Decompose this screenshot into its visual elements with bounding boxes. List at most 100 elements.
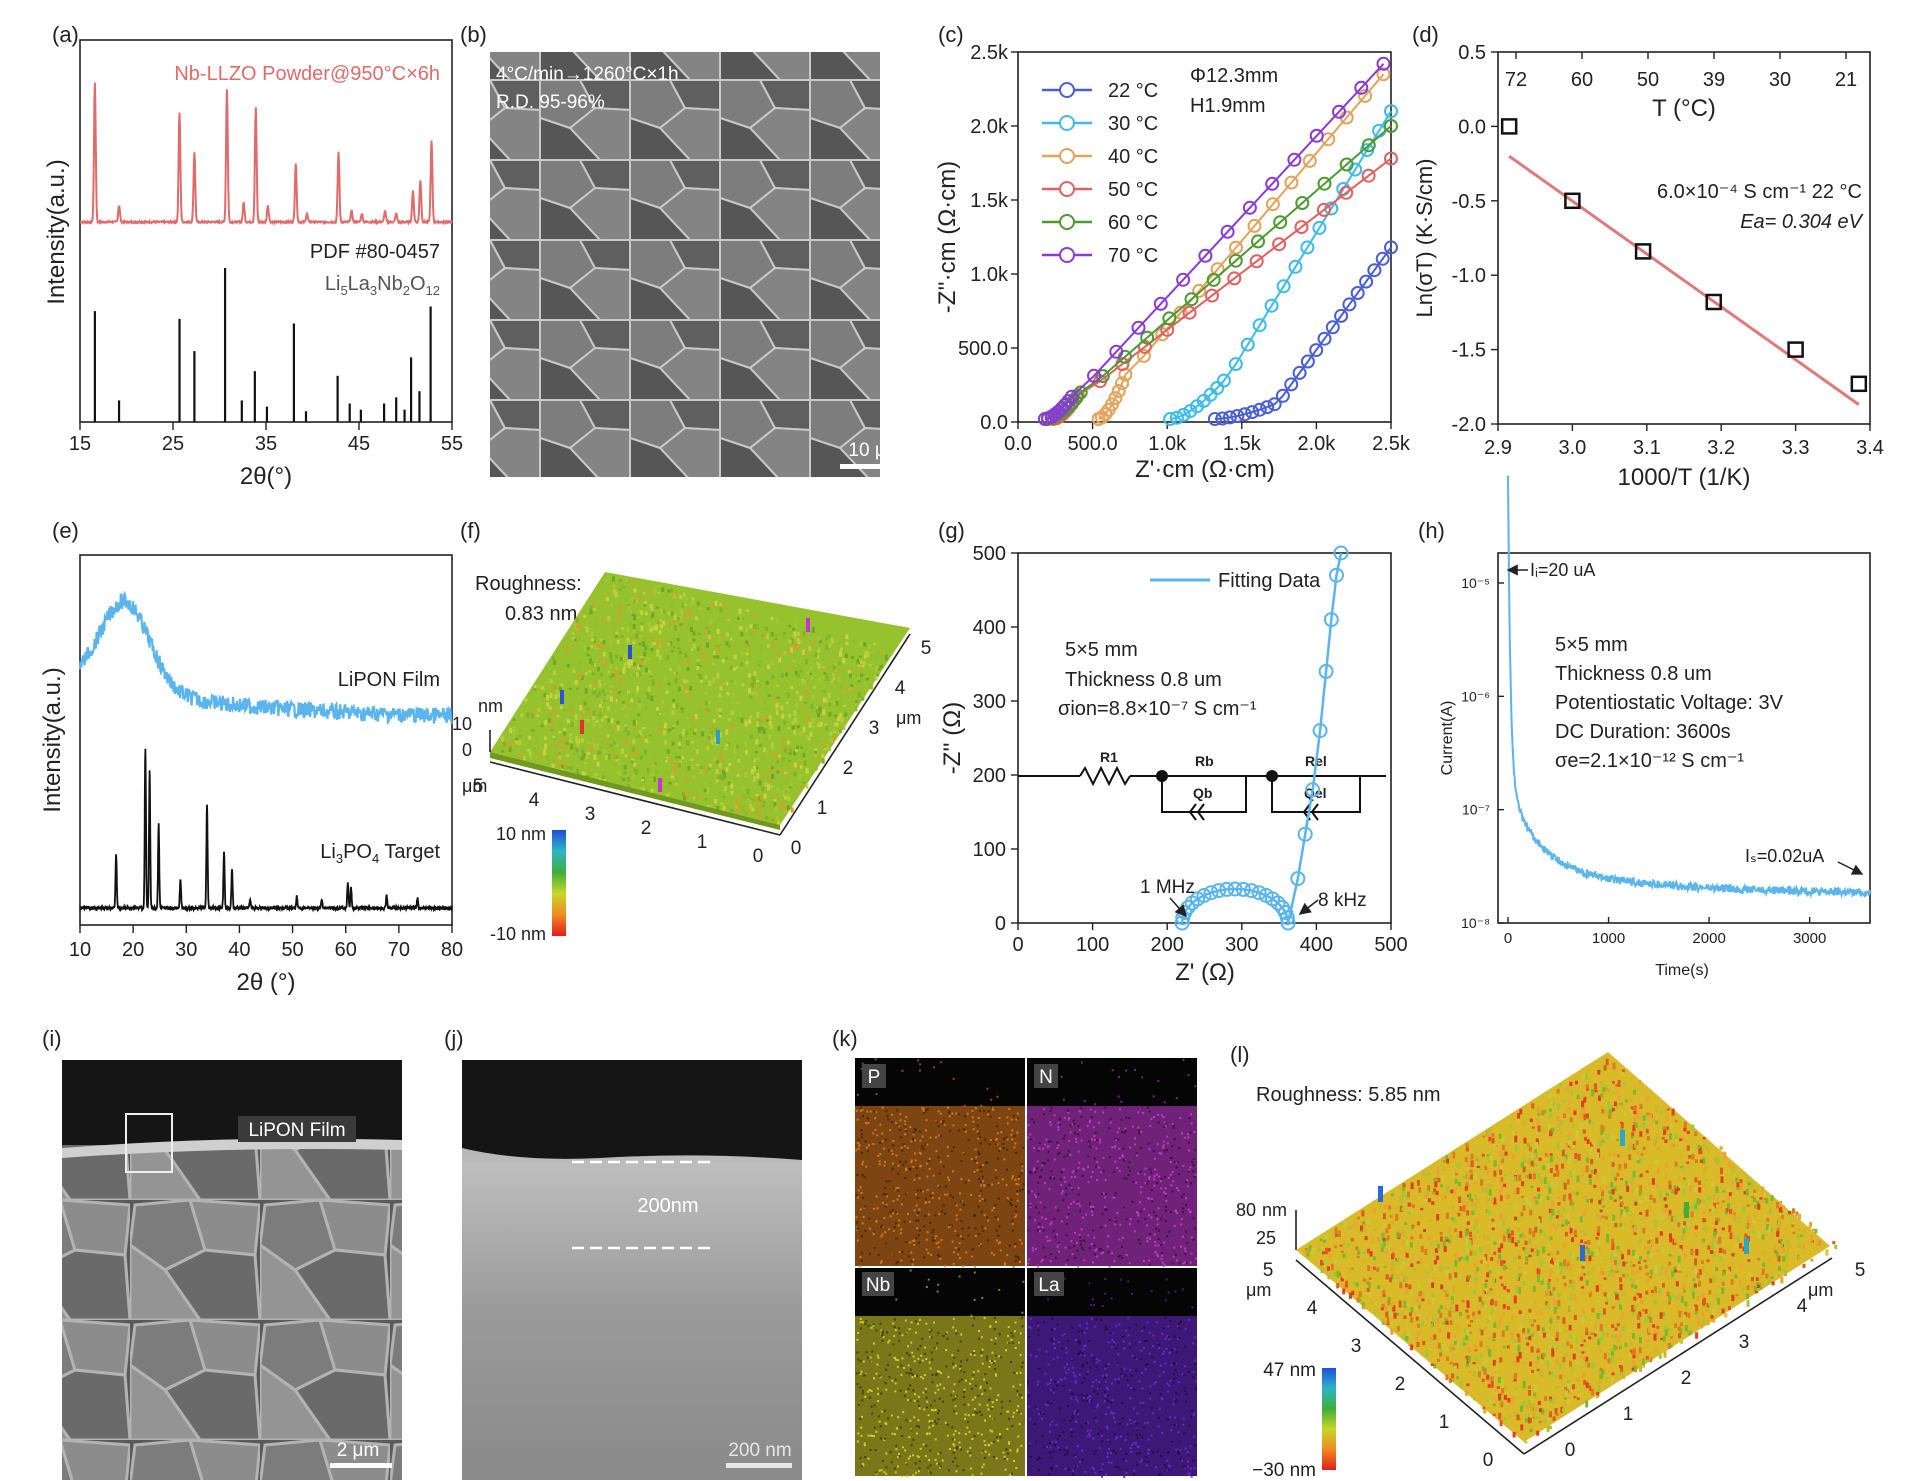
afm-pixel-l	[1459, 1206, 1463, 1211]
eds-dot	[915, 1193, 917, 1196]
afm-pixel-l	[1603, 1292, 1607, 1297]
afm-pixel-f	[771, 742, 774, 749]
eds-dot	[1044, 1372, 1047, 1375]
afm-pixel-f	[822, 690, 826, 693]
afm-pixel-l	[1746, 1222, 1750, 1227]
afm-pixel-l	[1599, 1070, 1603, 1073]
eds-dot	[913, 1209, 916, 1212]
eds-gap	[1104, 1106, 1107, 1109]
eds-gap	[1175, 1398, 1178, 1401]
afm-pixel-l	[1416, 1342, 1420, 1347]
eds-dot	[883, 1164, 886, 1167]
eds-dot	[1162, 1144, 1165, 1147]
afm-pixel-f	[737, 617, 740, 620]
afm-pixel-f	[704, 709, 708, 715]
afm-pixel-f	[555, 742, 559, 748]
eds-gap	[980, 1210, 983, 1213]
afm-pixel-l	[1681, 1311, 1685, 1315]
afm-pixel-f	[804, 689, 808, 696]
afm-pixel-f	[701, 652, 705, 659]
afm-pixel-l	[1736, 1182, 1740, 1189]
eds-gap	[1186, 1242, 1189, 1244]
eds-dot	[855, 1228, 858, 1231]
afm-pixel-l	[1544, 1294, 1548, 1298]
afm-pixel-l	[1534, 1241, 1538, 1245]
eds-dot	[1060, 1075, 1063, 1078]
y-unit-f: μm	[896, 708, 921, 728]
eds-dot	[1116, 1167, 1119, 1170]
afm-pixel-f	[782, 745, 786, 749]
afm-pixel-l	[1367, 1265, 1371, 1272]
afm-pixel-f	[617, 691, 621, 694]
eds-gap	[910, 1429, 913, 1432]
eds-gap	[1013, 1371, 1016, 1374]
eds-dot	[1088, 1121, 1091, 1124]
eds-dot	[1071, 1366, 1074, 1369]
eds-gap	[1008, 1244, 1011, 1247]
eds-dot	[973, 1298, 976, 1301]
eds-gap	[934, 1214, 937, 1217]
eds-gap	[977, 1205, 980, 1208]
eds-dot	[964, 1417, 966, 1420]
afm-texture-f	[501, 576, 888, 826]
afm-pixel-f	[583, 614, 587, 619]
afm-pixel-f	[627, 662, 631, 669]
afm-pixel-l	[1342, 1276, 1346, 1279]
afm-pixel-l	[1679, 1166, 1683, 1169]
eds-dot	[860, 1370, 863, 1373]
axis-tick-label-f-front: 5	[473, 776, 484, 797]
afm-pixel-l	[1659, 1191, 1663, 1198]
afm-pixel-f	[608, 675, 612, 679]
eds-dot	[972, 1414, 975, 1416]
eds-gap	[951, 1224, 953, 1227]
eds-dot	[1124, 1127, 1127, 1130]
afm-pixel-f	[763, 725, 767, 729]
eds-gap	[948, 1110, 951, 1113]
eds-gap	[1172, 1381, 1175, 1384]
eds-gap	[1079, 1342, 1082, 1345]
afm-pixel-l	[1555, 1260, 1559, 1266]
eds-gap	[1151, 1200, 1153, 1203]
eds-dot	[913, 1239, 916, 1242]
afm-pixel-f	[639, 676, 643, 679]
afm-pixel-l	[1723, 1151, 1727, 1159]
eds-gap	[1057, 1153, 1060, 1156]
afm-pixel-l	[1605, 1185, 1609, 1190]
afm-pixel-l	[1486, 1154, 1490, 1157]
afm-pixel-f	[678, 734, 682, 741]
afm-pixel-l	[1584, 1136, 1587, 1141]
eds-gap	[1075, 1412, 1078, 1415]
afm-pixel-f	[646, 741, 650, 744]
eds-gap	[914, 1128, 917, 1131]
eds-gap	[1157, 1416, 1160, 1419]
eds-dot	[1166, 1459, 1169, 1462]
eds-dot	[1130, 1423, 1133, 1426]
y-label-d: Ln(σT) (K·S/cm)	[1412, 158, 1437, 317]
afm-pixel-f	[626, 731, 630, 736]
eds-gap	[1148, 1110, 1151, 1113]
afm-pixel-f	[692, 796, 696, 800]
eds-gap	[978, 1233, 981, 1236]
legend-label-c: 70 °C	[1108, 245, 1158, 267]
eds-dot	[1050, 1221, 1053, 1224]
afm-pixel-l	[1780, 1214, 1784, 1220]
afm-pixel-l	[1522, 1361, 1526, 1364]
eds-gap	[1031, 1118, 1034, 1121]
series-point-c	[1358, 88, 1373, 103]
afm-pixel-f	[630, 659, 634, 666]
eds-dot	[960, 1333, 963, 1336]
eds-gap	[909, 1167, 911, 1170]
eds-dot	[1111, 1345, 1114, 1348]
series-point-c	[1220, 224, 1235, 239]
eds-dot	[913, 1360, 916, 1363]
data-point-g	[1270, 895, 1286, 911]
afm-pixel-f	[876, 674, 880, 677]
eds-dot	[904, 1133, 906, 1136]
eds-dot	[1105, 1413, 1107, 1416]
afm-pixel-f	[644, 735, 648, 738]
afm-pixel-f	[701, 599, 705, 602]
series-point-c	[1294, 220, 1309, 235]
eds-gap	[900, 1364, 903, 1367]
afm-pixel-l	[1552, 1416, 1556, 1421]
eds-dot	[1056, 1233, 1058, 1236]
